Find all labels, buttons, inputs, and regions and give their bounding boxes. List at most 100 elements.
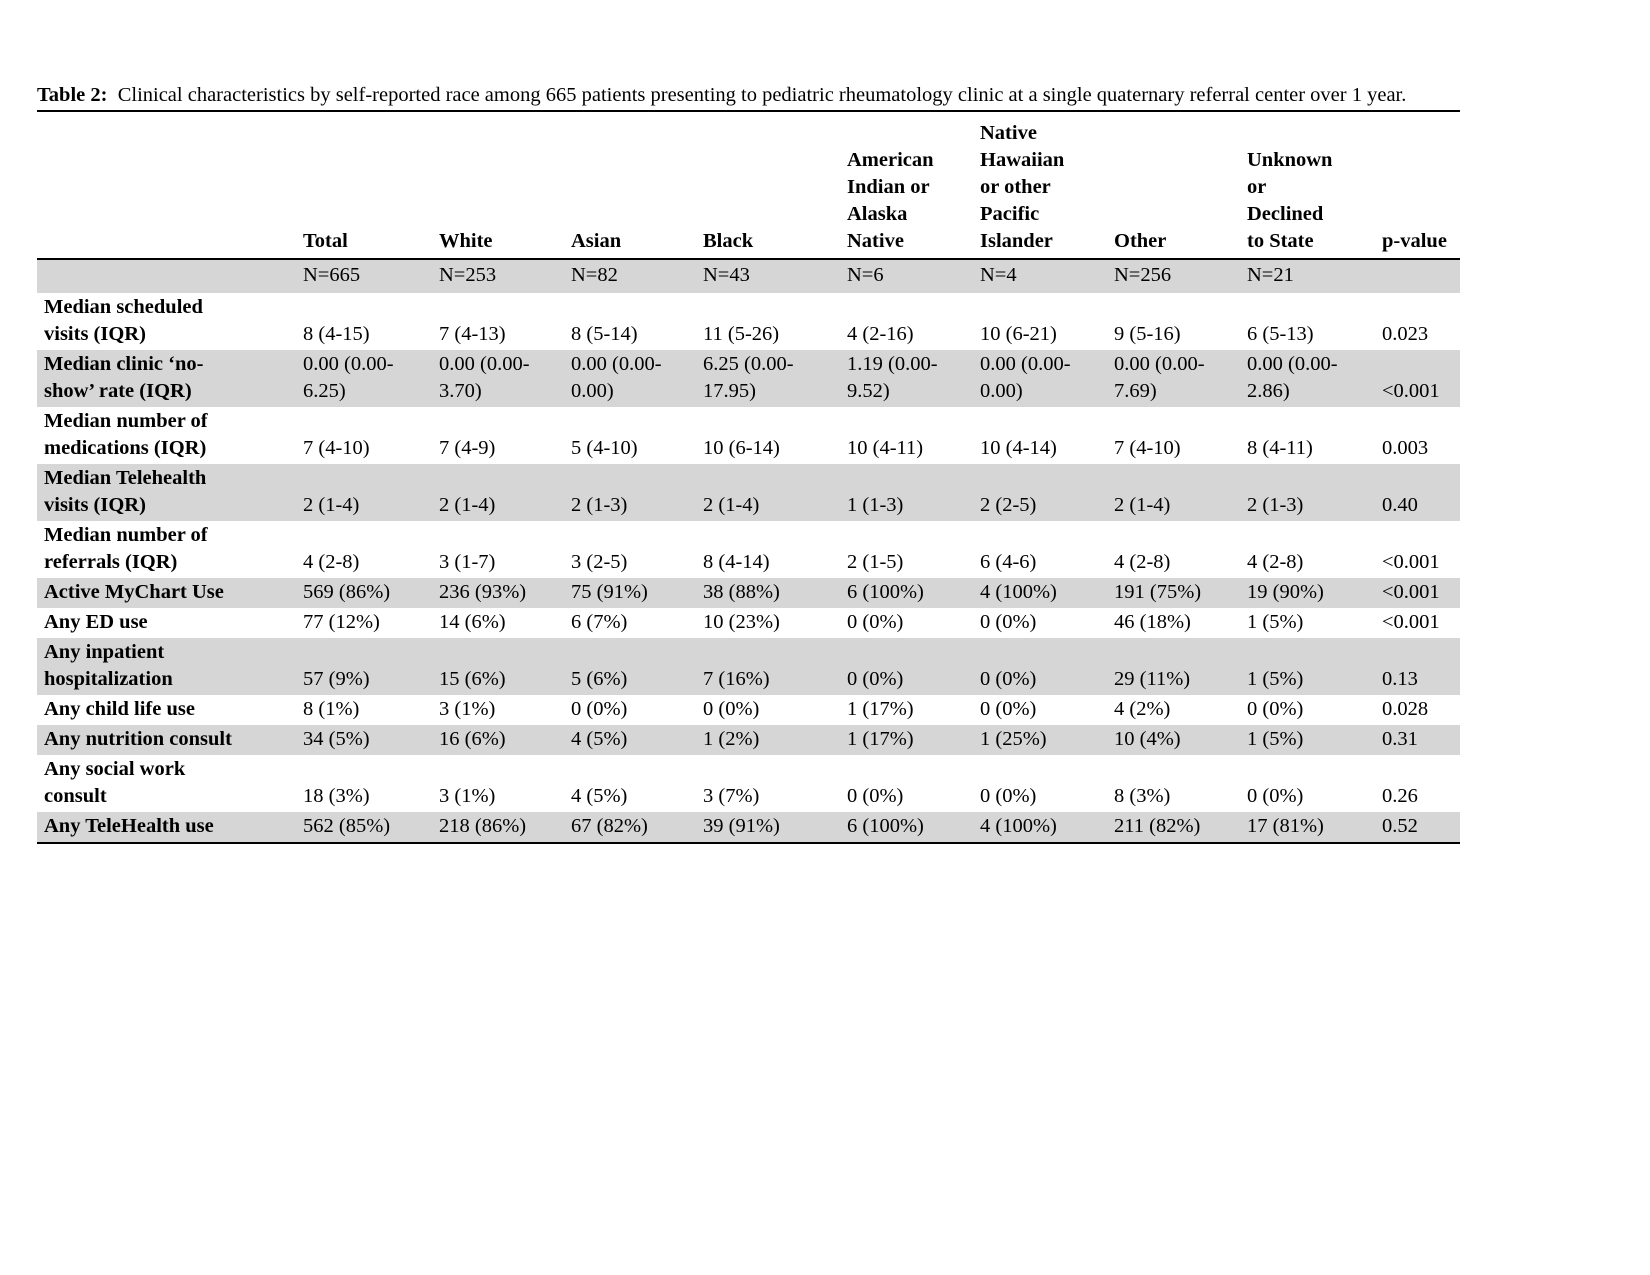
p-value-cell: <0.001 <box>1382 581 1440 603</box>
value-cell: 57 (9%) <box>303 668 370 691</box>
value-cell: 11 (5-26) <box>703 322 780 345</box>
value-cell: 5 (4-10) <box>571 436 638 459</box>
value-cell: 15 (6%) <box>439 668 506 691</box>
value-cell: 10 (4-14) <box>980 436 1057 459</box>
value-cell: 2 (2-5) <box>980 493 1037 516</box>
value-cell: 8 (3%) <box>1114 785 1171 808</box>
p-value-cell: 0.13 <box>1382 668 1418 691</box>
column-header-american-indian-or-alaska-nati: American Indian or Alaska Native <box>840 111 973 261</box>
sample-size-cell: N=43 <box>703 264 750 287</box>
value-cell: 4 (100%) <box>980 815 1057 838</box>
table-caption: Table 2: Clinical characteristics by sel… <box>37 82 1512 109</box>
p-value-cell: 0.023 <box>1382 322 1429 345</box>
row-label: Any TeleHealth use <box>44 815 214 838</box>
value-cell: 6 (100%) <box>847 581 924 603</box>
value-cell: 0 (0%) <box>980 668 1037 691</box>
row-label: Any nutrition consult <box>44 728 232 751</box>
value-cell: 6 (4-6) <box>980 550 1037 573</box>
column-header-native-hawaiian-or-other-pacif: Native Hawaiian or other Pacific Islande… <box>973 111 1107 261</box>
value-cell: 0 (0%) <box>847 668 904 691</box>
row-label: Any child life use <box>44 698 195 721</box>
value-cell: 7 (4-10) <box>1114 436 1181 459</box>
value-cell: 0 (0%) <box>980 698 1037 721</box>
p-value-cell: <0.001 <box>1382 611 1440 634</box>
row-label: Any ED use <box>44 611 148 634</box>
table-row-median-scheduled-visits-iqr: Median scheduled visits (IQR) 8 (4-15) 7 (… <box>37 293 1460 350</box>
table-row-active-mychart-use: Active MyChart Use 569 (86%) 236 (93%) 75 (… <box>37 578 1460 609</box>
column-header-p-value: p-value <box>1375 111 1460 261</box>
row-label: Median number of referrals (IQR) <box>44 523 208 573</box>
table-row-median-number-of-referrals-iqr: Median number of referrals (IQR) 4 (2-8) 3… <box>37 521 1460 578</box>
sample-size-cell: N=4 <box>980 264 1017 287</box>
value-cell: 8 (4-14) <box>703 550 770 573</box>
sample-size-cell: N=21 <box>1247 264 1294 287</box>
row-label: Median scheduled visits (IQR) <box>44 295 203 345</box>
value-cell: 5 (6%) <box>571 668 628 691</box>
table-row-median-clinic-no-show-rate-iqr: Median clinic ‘no- show’ rate (IQR) 0.00 … <box>37 349 1460 407</box>
table-row-any-inpatient-hospitalization: Any inpatient hospitalization 57 (9%) 15 (… <box>37 638 1460 696</box>
column-header-blank <box>37 111 296 261</box>
value-cell: 2 (1-4) <box>303 493 360 516</box>
value-cell: 562 (85%) <box>303 815 391 838</box>
value-cell: 7 (4-9) <box>439 436 496 459</box>
row-label: Median clinic ‘no- show’ rate (IQR) <box>44 352 204 402</box>
sample-size-cell: N=253 <box>439 264 497 287</box>
value-cell: 3 (1%) <box>439 785 496 808</box>
value-cell: 2 (1-5) <box>847 550 904 573</box>
column-header-asian: Asian <box>564 111 696 261</box>
table-block: Table 2: Clinical characteristics by sel… <box>37 82 1512 845</box>
value-cell: 10 (4%) <box>1114 728 1181 751</box>
value-cell: 14 (6%) <box>439 611 506 634</box>
value-cell: 9 (5-16) <box>1114 322 1181 345</box>
value-cell: 569 (86%) <box>303 581 391 603</box>
value-cell: 211 (82%) <box>1114 815 1201 838</box>
table-body: N=665 N=253 N=82 N=43 N=6 N=4 N=256 N=21 Median … <box>37 259 1460 844</box>
value-cell: 1 (5%) <box>1247 611 1304 634</box>
value-cell: 1 (5%) <box>1247 728 1304 751</box>
value-cell: 10 (4-11) <box>847 436 924 459</box>
column-header-unknown-or-declined-to-state: Unknown or Declined to State <box>1240 111 1375 261</box>
value-cell: 0 (0%) <box>571 698 628 721</box>
row-label: Median number of medications (IQR) <box>44 409 208 459</box>
table-row-any-ed-use: Any ED use 77 (12%) 14 (6%) 6 (7%) 10 (23%) 0… <box>37 608 1460 638</box>
table-header: Total White Asian Black American Indian or A… <box>37 111 1460 261</box>
value-cell: 39 (91%) <box>703 815 780 838</box>
value-cell: 4 (5%) <box>571 785 628 808</box>
value-cell: 8 (5-14) <box>571 322 638 345</box>
value-cell: 8 (1%) <box>303 698 360 721</box>
value-cell: 67 (82%) <box>571 815 648 838</box>
value-cell: 6.25 (0.00- 17.95) <box>703 352 794 402</box>
value-cell: 77 (12%) <box>303 611 380 634</box>
p-value-cell: 0.26 <box>1382 785 1418 808</box>
value-cell: 3 (1%) <box>439 698 496 721</box>
value-cell: 1 (2%) <box>703 728 760 751</box>
table-row-any-nutrition-consult: Any nutrition consult 34 (5%) 16 (6%) 4 (5%… <box>37 725 1460 756</box>
value-cell: 7 (4-10) <box>303 436 370 459</box>
value-cell: 6 (7%) <box>571 611 628 634</box>
value-cell: 3 (2-5) <box>571 550 628 573</box>
value-cell: 10 (23%) <box>703 611 780 634</box>
clinical-characteristics-table: Total White Asian Black American Indian or A… <box>37 110 1460 845</box>
table-row-median-number-of-medications-i: Median number of medications (IQR) 7 (4-1… <box>37 407 1460 464</box>
value-cell: 2 (1-3) <box>1247 493 1304 516</box>
sample-size-cell: N=82 <box>571 264 618 287</box>
value-cell: 0.00 (0.00- 2.86) <box>1247 352 1338 402</box>
sample-size-cell <box>1375 259 1460 292</box>
value-cell: 6 (5-13) <box>1247 322 1314 345</box>
value-cell: 2 (1-4) <box>1114 493 1171 516</box>
value-cell: 16 (6%) <box>439 728 506 751</box>
column-header-black: Black <box>696 111 840 261</box>
value-cell: 0 (0%) <box>703 698 760 721</box>
value-cell: 0.00 (0.00- 6.25) <box>303 352 394 402</box>
p-value-cell: 0.028 <box>1382 698 1429 721</box>
p-value-cell: <0.001 <box>1382 550 1440 573</box>
value-cell: 4 (2-8) <box>1247 550 1304 573</box>
value-cell: 8 (4-11) <box>1247 436 1313 459</box>
p-value-cell: 0.52 <box>1382 815 1418 838</box>
row-label: Any inpatient hospitalization <box>44 641 173 691</box>
p-value-cell: <0.001 <box>1382 379 1440 402</box>
value-cell: 19 (90%) <box>1247 581 1324 603</box>
value-cell: 4 (2-16) <box>847 322 914 345</box>
p-value-cell: 0.003 <box>1382 436 1429 459</box>
